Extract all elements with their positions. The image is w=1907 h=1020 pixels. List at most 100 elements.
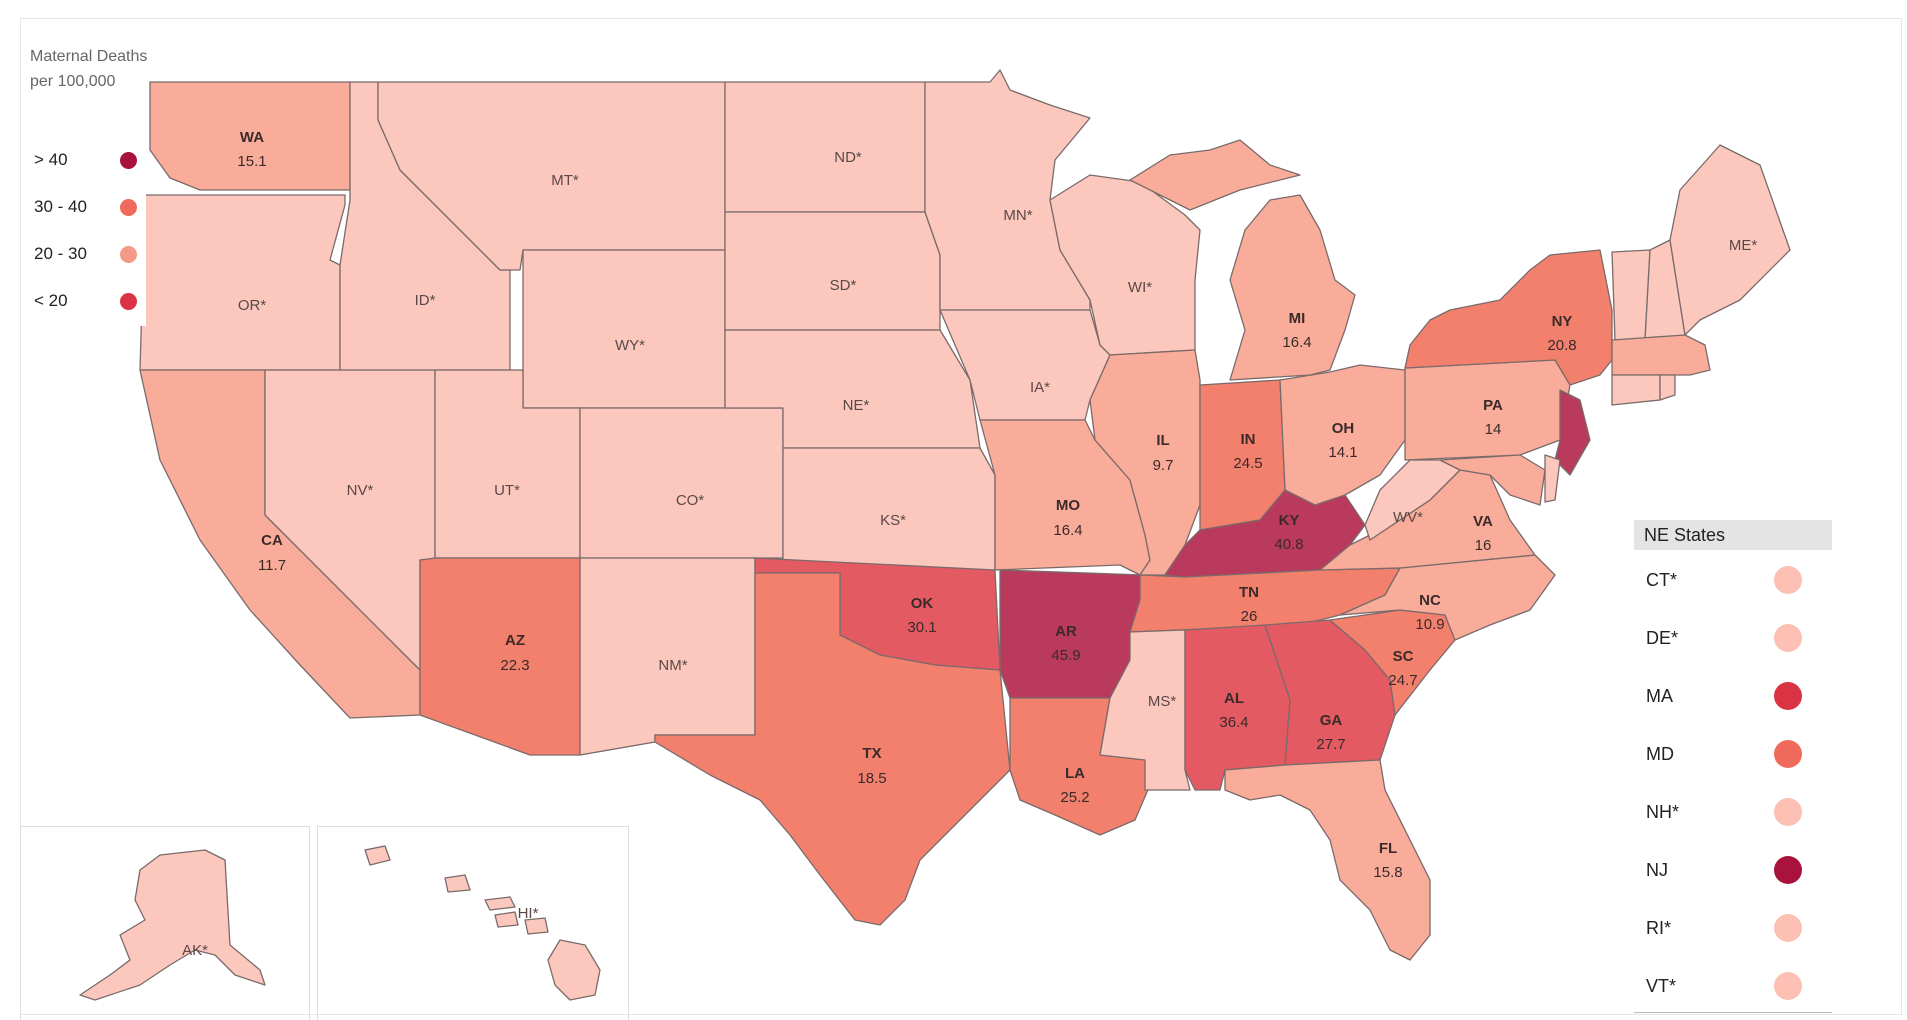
state-VT[interactable]	[1611, 249, 1651, 341]
legend-item[interactable]: > 40	[34, 144, 144, 174]
ne-state-row[interactable]: NJ	[1634, 850, 1832, 890]
ne-state-label: NJ	[1646, 860, 1668, 880]
state-HI[interactable]	[547, 939, 601, 1001]
ne-state-row[interactable]: MD	[1634, 734, 1832, 774]
ne-state-row[interactable]: CT*	[1634, 560, 1832, 600]
legend-label: < 20	[34, 291, 68, 310]
value-TN: 26	[1241, 608, 1258, 625]
value-VA: 16	[1475, 537, 1492, 554]
label-AK: AK*	[182, 942, 208, 959]
label-WI: WI*	[1128, 279, 1152, 296]
ne-state-dot	[1774, 682, 1802, 710]
viz-frame	[20, 18, 1902, 1015]
ne-states-panel: NE States CT* DE* MA MD NH* NJ RI* VT*	[1634, 520, 1834, 1015]
value-NC: 10.9	[1415, 616, 1444, 633]
legend-item[interactable]: 30 - 40	[34, 191, 144, 221]
state-HI-islands	[364, 845, 549, 935]
state-NY[interactable]	[1404, 249, 1613, 386]
ne-state-label: CT*	[1646, 570, 1677, 590]
label-AL: AL	[1224, 690, 1244, 707]
ne-state-label: DE*	[1646, 628, 1679, 648]
state-MI[interactable]	[1129, 139, 1301, 211]
label-OH: OH	[1332, 420, 1355, 437]
ne-state-dot	[1774, 972, 1802, 1000]
label-NY: NY	[1552, 313, 1573, 330]
ne-state-label: NH*	[1646, 802, 1680, 822]
state-TX[interactable]	[654, 572, 1011, 926]
label-CO: CO*	[676, 492, 705, 509]
label-SD: SD*	[830, 277, 857, 294]
ne-panel-divider	[1634, 1012, 1832, 1013]
label-NV: NV*	[347, 482, 374, 499]
label-IN: IN	[1241, 431, 1256, 448]
ne-state-row[interactable]: VT*	[1634, 966, 1832, 1006]
state-DE[interactable]	[1544, 454, 1561, 503]
label-IA: IA*	[1030, 379, 1050, 396]
value-FL: 15.8	[1373, 864, 1402, 881]
legend-item[interactable]: 20 - 30	[34, 238, 144, 268]
ne-state-row[interactable]: DE*	[1634, 618, 1832, 658]
value-LA: 25.2	[1060, 789, 1089, 806]
legend-swatch	[120, 152, 137, 169]
ne-state-dot	[1774, 914, 1802, 942]
ne-state-row[interactable]: MA	[1634, 676, 1832, 716]
label-MT: MT*	[551, 172, 579, 189]
state-SD[interactable]	[724, 211, 941, 331]
state-ME[interactable]	[1669, 144, 1791, 336]
label-KY: KY	[1279, 512, 1300, 529]
color-legend: > 40 30 - 40 20 - 30 < 20	[24, 134, 146, 326]
state-AK[interactable]	[79, 849, 266, 1001]
state-KS[interactable]	[782, 447, 996, 571]
value-GA: 27.7	[1316, 736, 1345, 753]
value-TX: 18.5	[857, 770, 886, 787]
legend-label: > 40	[34, 150, 68, 169]
label-LA: LA	[1065, 765, 1085, 782]
state-MA[interactable]	[1611, 334, 1711, 376]
value-MI: 16.4	[1282, 334, 1311, 351]
ne-state-row[interactable]: NH*	[1634, 792, 1832, 832]
legend-label: 30 - 40	[34, 197, 87, 216]
label-NM: NM*	[658, 657, 687, 674]
label-MN: MN*	[1003, 207, 1032, 224]
label-WY: WY*	[615, 337, 645, 354]
label-OK: OK	[911, 595, 934, 612]
value-KY: 40.8	[1274, 536, 1303, 553]
value-AZ: 22.3	[500, 657, 529, 674]
state-MI-lower[interactable]	[1229, 194, 1356, 381]
legend-title: Maternal Deaths per 100,000	[30, 48, 148, 90]
label-ND: ND*	[834, 149, 862, 166]
value-SC: 24.7	[1388, 672, 1417, 689]
state-NC[interactable]	[1339, 554, 1556, 641]
label-KS: KS*	[880, 512, 906, 529]
label-PA: PA	[1483, 397, 1503, 414]
label-NC: NC	[1419, 592, 1441, 609]
value-OK: 30.1	[907, 619, 936, 636]
value-NY: 20.8	[1547, 337, 1576, 354]
state-FL[interactable]	[1224, 759, 1431, 961]
label-OR: OR*	[238, 297, 267, 314]
label-TN: TN	[1239, 584, 1259, 601]
state-RI[interactable]	[1659, 374, 1676, 401]
state-MD[interactable]	[1439, 454, 1546, 506]
label-MI: MI	[1289, 310, 1306, 327]
state-OH[interactable]	[1279, 364, 1406, 506]
label-WV: WV*	[1393, 509, 1423, 526]
label-HI: HI*	[518, 905, 539, 922]
state-OR[interactable]	[139, 194, 346, 371]
hawaii-inset	[317, 826, 629, 1020]
value-IN: 24.5	[1233, 455, 1262, 472]
state-CO[interactable]	[579, 407, 784, 559]
label-NE: NE*	[843, 397, 870, 414]
legend-item[interactable]: < 20	[34, 285, 144, 315]
label-SC: SC	[1393, 648, 1414, 665]
state-CT[interactable]	[1611, 374, 1661, 406]
state-NJ[interactable]	[1554, 389, 1591, 476]
ne-states-title: NE States	[1634, 520, 1832, 550]
value-CA: 11.7	[258, 557, 286, 574]
state-WY[interactable]	[522, 249, 726, 409]
label-GA: GA	[1320, 712, 1343, 729]
ne-state-row[interactable]: RI*	[1634, 908, 1832, 948]
state-ND[interactable]	[724, 81, 926, 213]
label-AZ: AZ	[505, 632, 525, 649]
value-AR: 45.9	[1051, 647, 1080, 664]
